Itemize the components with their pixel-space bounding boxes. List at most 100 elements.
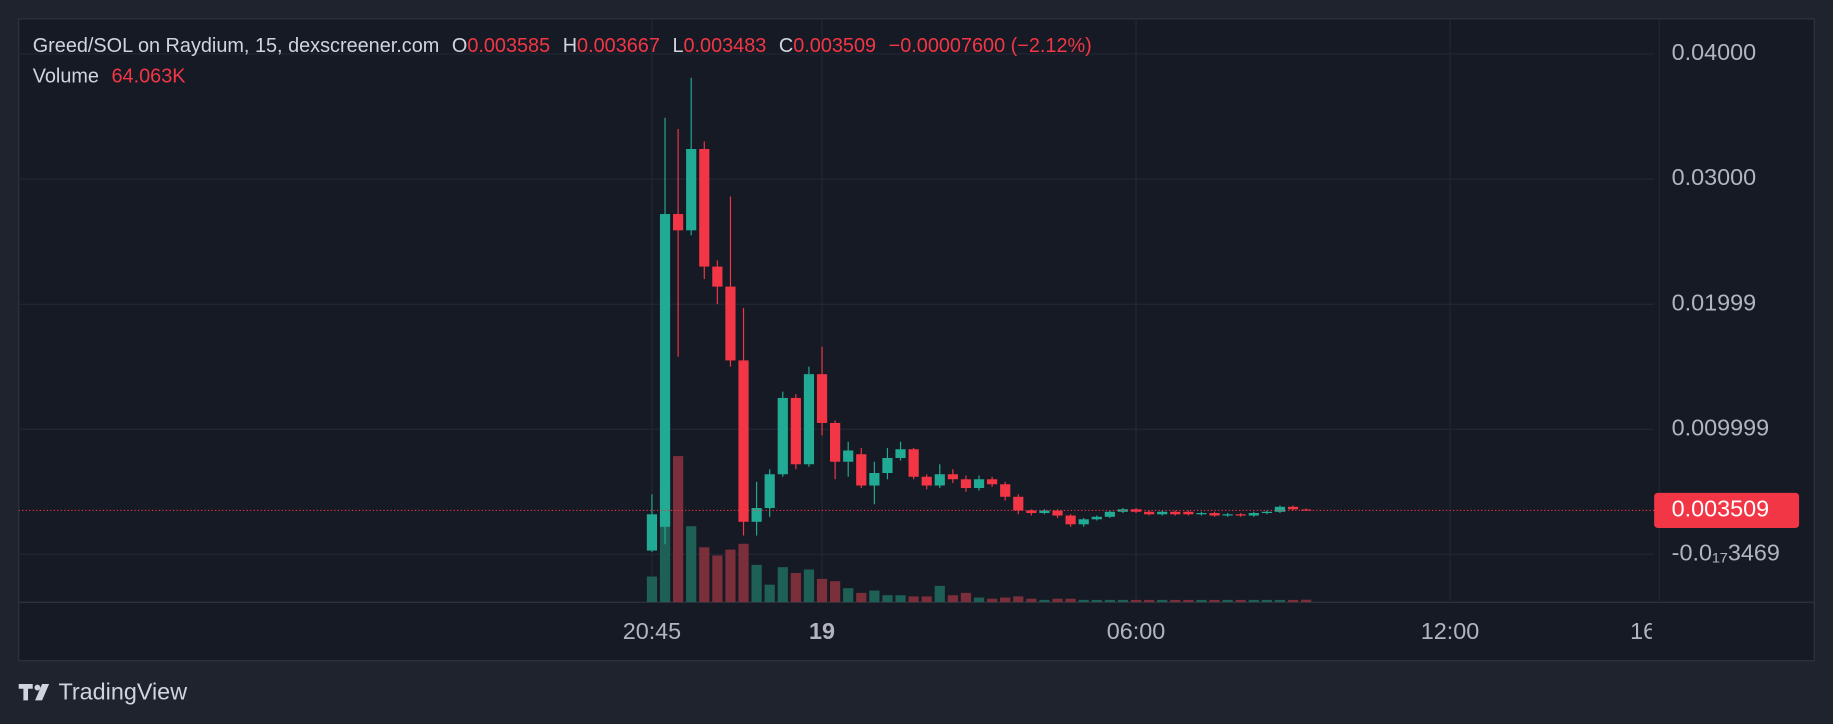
volume-bar <box>934 585 945 603</box>
volume-bar <box>1301 599 1312 603</box>
close-value: 0.003509 <box>793 35 876 57</box>
volume-bar <box>673 456 684 603</box>
candle-body <box>987 479 998 485</box>
ohlc-letter: C <box>779 35 793 57</box>
candle-body <box>1196 513 1207 515</box>
candle-body <box>1261 511 1272 514</box>
candle-body <box>646 514 658 551</box>
candle-body <box>830 422 841 462</box>
low-value: 0.003483 <box>683 35 766 57</box>
candle-body <box>1000 484 1011 497</box>
candle-body <box>1144 511 1155 515</box>
volume-bar <box>921 596 932 603</box>
brand-name: TradingView <box>58 679 187 705</box>
volume-bar <box>1235 599 1246 603</box>
candle-body <box>764 474 775 509</box>
ohlc-letter: O <box>452 35 467 57</box>
candles <box>18 77 1655 552</box>
volume-bar <box>1078 599 1089 603</box>
volume-bar <box>751 564 762 603</box>
x-tick-label: 19 <box>809 618 835 644</box>
volume-bar <box>1026 598 1037 603</box>
volume-bar <box>1144 599 1155 603</box>
candle-body <box>1157 511 1168 515</box>
open-value: 0.003585 <box>467 35 550 57</box>
brand-logo <box>18 684 50 701</box>
candle-body <box>1091 516 1102 520</box>
legend-header: Greed/SOL on Raydium, 15, dexscreener.co… <box>33 35 1092 57</box>
x-tick-label: 16:00 <box>1630 618 1689 644</box>
volume-title: Volume <box>33 66 99 88</box>
candle-body <box>973 479 985 489</box>
time-axis: 20:45 19 06:00 12:00 16:00 <box>623 618 1689 644</box>
candle-body <box>1026 510 1037 514</box>
candle-body <box>777 397 788 475</box>
candle-body <box>856 454 867 486</box>
candle-body <box>934 474 945 486</box>
candle-body <box>725 286 736 361</box>
volume-bar <box>987 598 998 603</box>
high-value: 0.003667 <box>577 35 660 57</box>
volume-header: Volume 64.063K <box>33 66 187 88</box>
candle-body <box>1130 509 1142 512</box>
candle-body <box>1104 511 1115 517</box>
volume-bar <box>1196 599 1207 603</box>
volume-bar <box>1065 598 1076 603</box>
volume-bar <box>960 592 972 603</box>
candle-body <box>1078 519 1089 525</box>
volume-bar <box>686 526 697 603</box>
volume-bar <box>1170 599 1181 603</box>
candle-body <box>947 474 958 480</box>
volume-value: 64.063K <box>112 66 187 88</box>
volume-bar <box>1209 599 1220 603</box>
volume-bar <box>882 595 893 603</box>
candle-body <box>1235 514 1246 516</box>
symbol-title: Greed/SOL on Raydium, 15, dexscreener.co… <box>33 35 440 57</box>
volume-bar <box>1287 599 1299 603</box>
volume-bar <box>725 549 736 603</box>
ohlc-letter: L <box>672 35 683 57</box>
volume-bar <box>1117 599 1129 603</box>
candle-body <box>1183 511 1194 515</box>
candle-body <box>1052 510 1063 516</box>
x-tick-label: 06:00 <box>1107 618 1166 644</box>
volume-bar <box>1157 599 1168 603</box>
chart-panel <box>18 18 1815 662</box>
candle-body <box>1013 496 1024 511</box>
volume-bar <box>1274 599 1286 603</box>
volume-bar <box>738 543 749 603</box>
candle-body <box>673 214 684 231</box>
candle-body <box>1287 506 1299 510</box>
volume-bar <box>1248 599 1259 603</box>
last-price-label: 0.003509 <box>1672 496 1770 522</box>
price-axis: 0.04000 0.03000 0.01999 0.009999 -0.0₁₇3469 0… <box>1654 39 1800 565</box>
candle-body <box>1065 515 1076 525</box>
volume-bar <box>816 578 828 603</box>
volume-bar <box>869 590 880 603</box>
volume-bar <box>1222 599 1233 603</box>
candle-body <box>686 148 697 231</box>
candle-body <box>712 266 723 287</box>
y-tick-label: 0.01999 <box>1672 289 1757 315</box>
change-value: −0.00007600 (−2.12%) <box>889 35 1092 57</box>
volume-bar <box>1183 599 1194 603</box>
candle-body <box>803 374 815 465</box>
candle-body <box>1274 506 1286 512</box>
volume-bar <box>712 555 723 603</box>
candle-body <box>1222 514 1233 516</box>
candle-body <box>1170 511 1181 515</box>
candle-body <box>738 360 749 522</box>
candle-body <box>751 508 762 522</box>
volume-bar <box>843 588 854 603</box>
candle-body <box>869 473 880 486</box>
candle-body <box>908 449 919 477</box>
volume-bar <box>1091 599 1102 603</box>
volume-bar <box>1052 598 1063 603</box>
volume-bar <box>646 576 658 603</box>
volume-bar <box>908 596 919 603</box>
last-price-badge <box>1654 492 1800 528</box>
y-tick-label: 0.04000 <box>1672 39 1757 65</box>
volume-bar <box>699 547 710 603</box>
volume-bar <box>1104 599 1115 603</box>
volume-bar <box>1261 599 1272 603</box>
